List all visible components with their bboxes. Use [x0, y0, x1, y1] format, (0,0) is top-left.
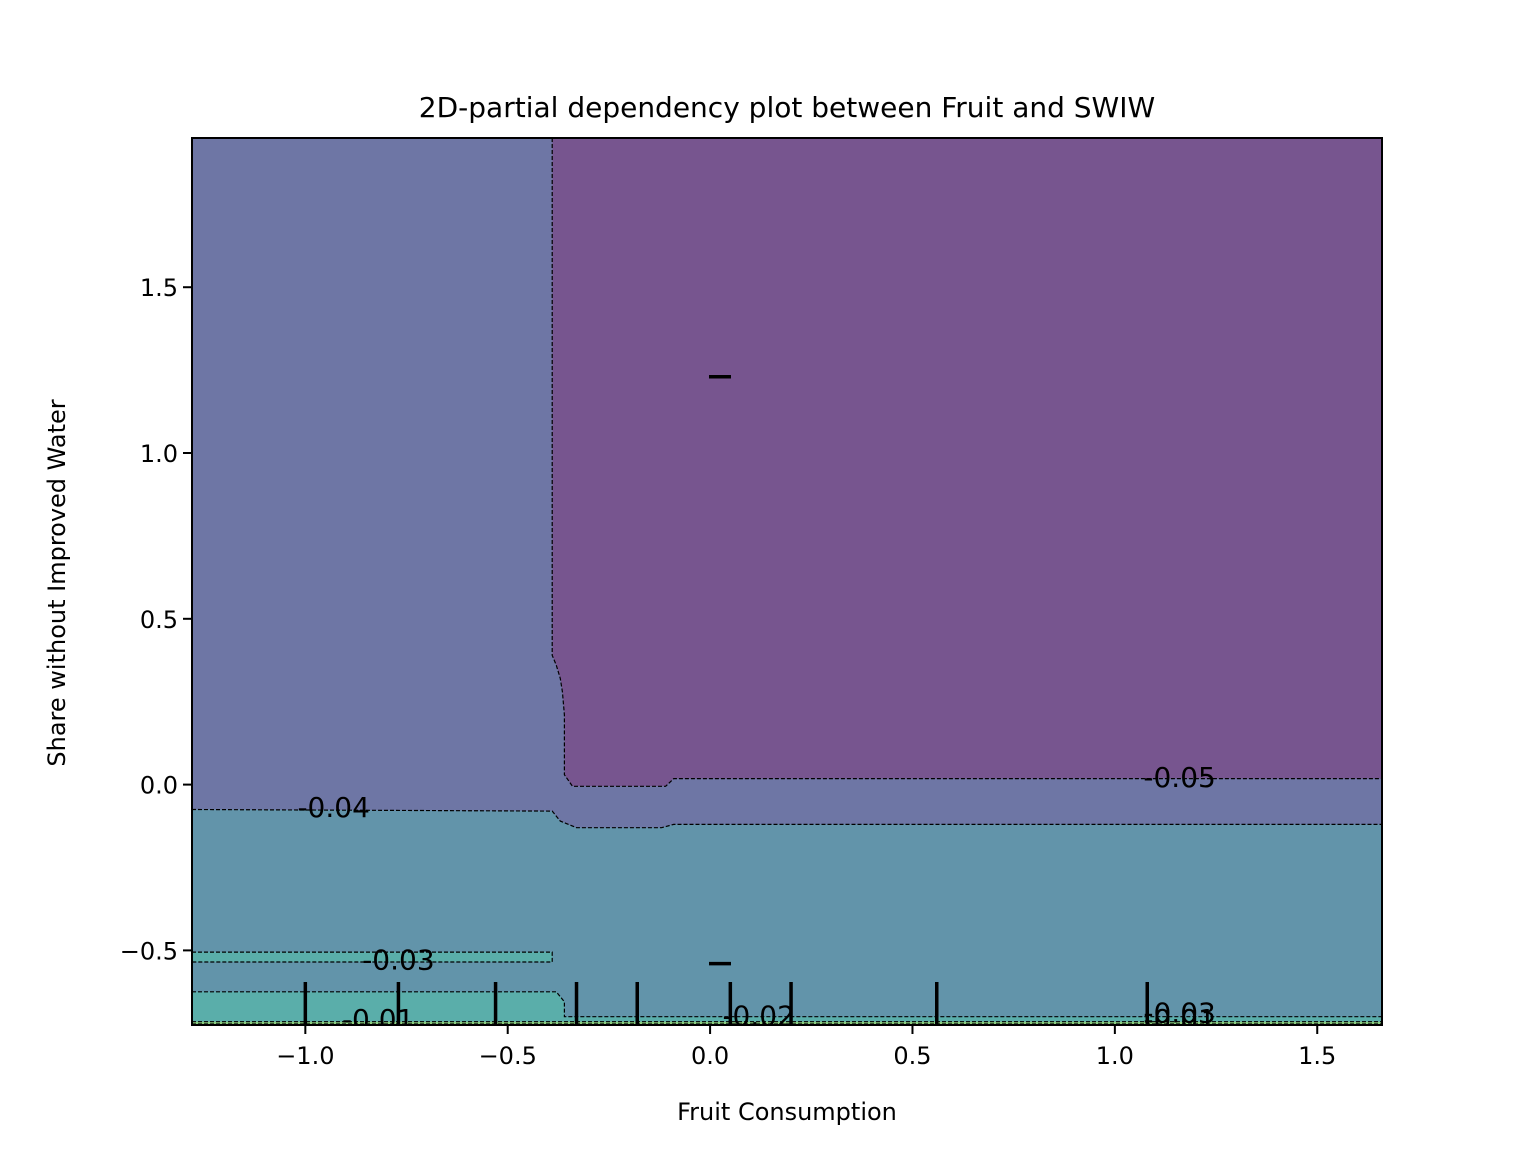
- x-axis-label: Fruit Consumption: [677, 1098, 897, 1126]
- contour-region: [192, 952, 553, 962]
- x-tick-label: 0.0: [691, 1042, 729, 1070]
- contour-label: -0.01: [1143, 1003, 1215, 1036]
- contour-label: -0.05: [1143, 761, 1215, 794]
- x-axis-ticks: −1.0 −0.5 0.0 0.5 1.0 1.5: [276, 1025, 1336, 1070]
- chart-title: 2D-partial dependency plot between Fruit…: [419, 91, 1155, 124]
- plot-frame: [191, 137, 1383, 1026]
- y-tick-label: 0.5: [140, 606, 178, 634]
- x-tick-label: 0.5: [893, 1042, 931, 1070]
- x-tick-label: 1.5: [1298, 1042, 1336, 1070]
- contour-label: -0.04: [297, 791, 369, 824]
- contour-region: [192, 809, 1382, 1017]
- contour-region: [192, 138, 1382, 828]
- contour-line: [192, 808, 1382, 829]
- x-tick-label: −1.0: [276, 1042, 334, 1070]
- y-tick-label: −0.5: [120, 937, 178, 965]
- contour-line: [192, 951, 553, 963]
- contour-label: -0.02: [722, 1000, 794, 1033]
- y-axis-ticks: −0.5 0.0 0.5 1.0 1.5: [120, 274, 192, 965]
- plot-area: -0.05-0.04-0.03-0.02 -0.03-0.01 -0.01: [191, 137, 1383, 1036]
- contour-region: [552, 138, 1382, 787]
- x-tick-label: −0.5: [479, 1042, 537, 1070]
- contour-region: [192, 991, 1382, 1022]
- x-tick-label: 1.0: [1096, 1042, 1134, 1070]
- contour-label: -0.01: [342, 1003, 414, 1036]
- contour-line: [192, 991, 1382, 1018]
- y-axis-label: Share without Improved Water: [43, 399, 71, 766]
- y-tick-label: 1.0: [140, 440, 178, 468]
- contour-line: [551, 138, 1382, 787]
- y-tick-label: 1.5: [140, 274, 178, 302]
- contour-label: -0.03: [1143, 996, 1215, 1029]
- y-tick-label: 0.0: [140, 772, 178, 800]
- contour-label: -0.03: [362, 943, 434, 976]
